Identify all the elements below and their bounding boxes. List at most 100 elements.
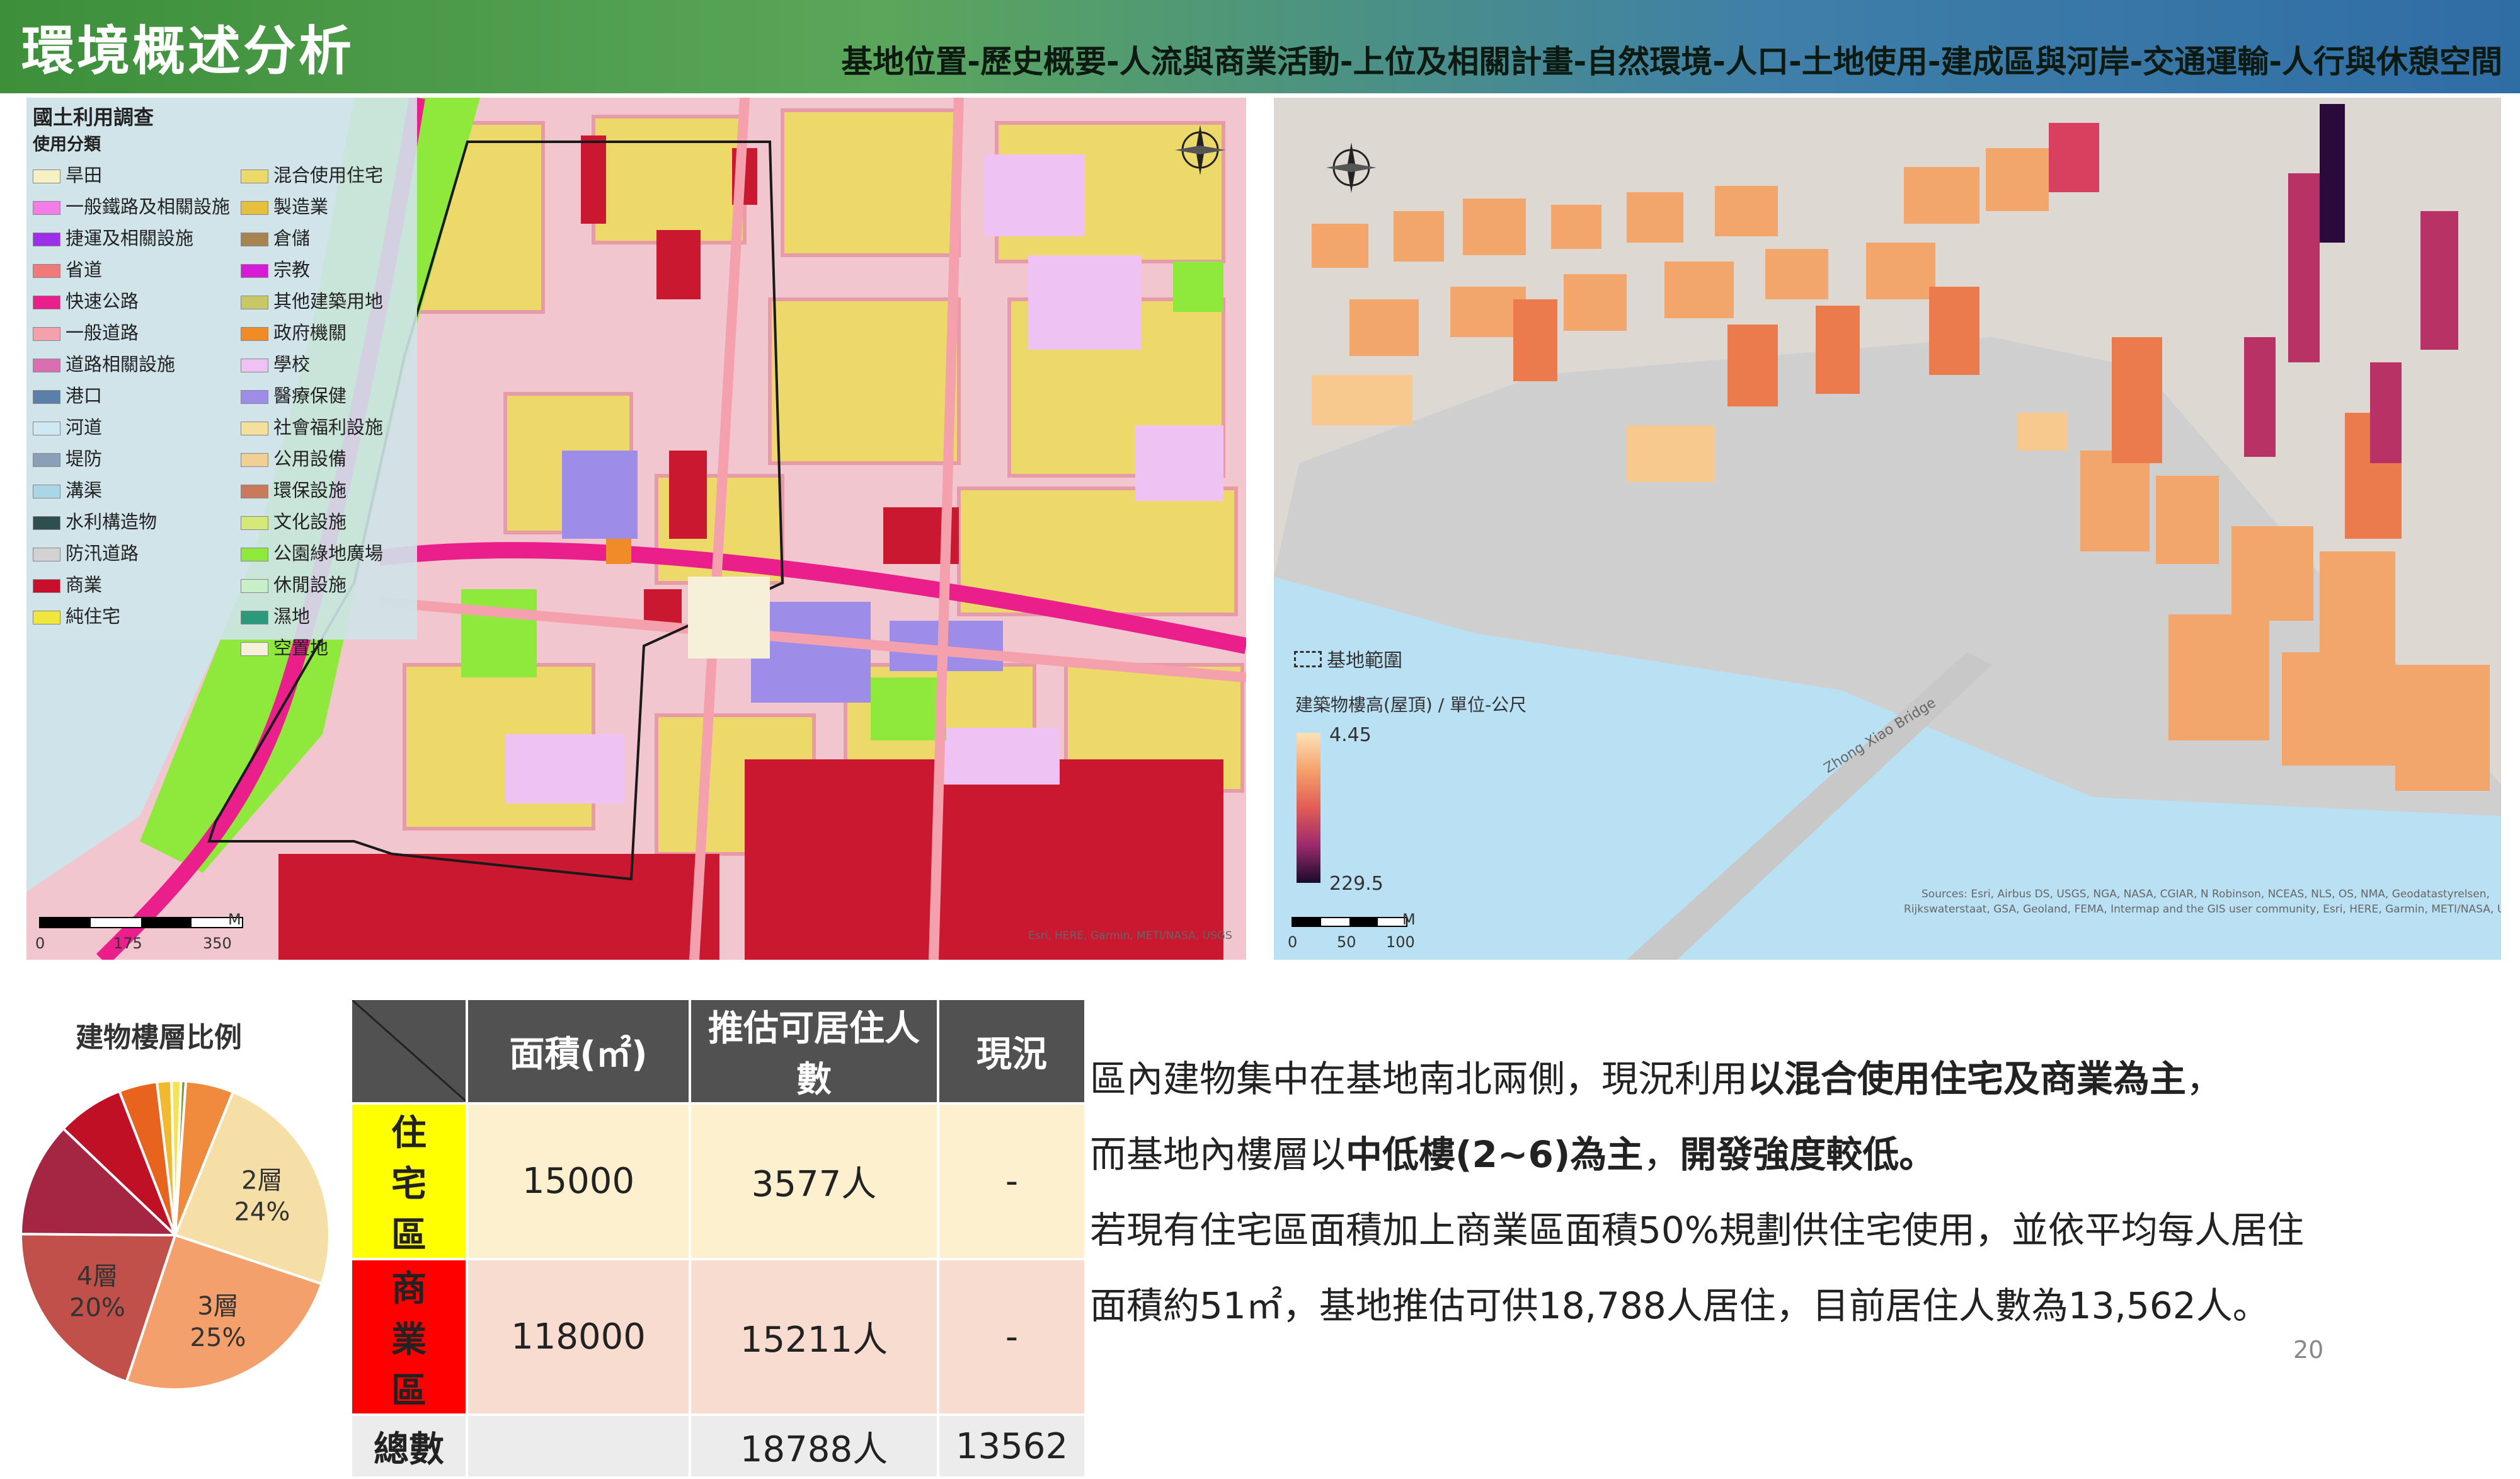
legend-swatch-icon <box>33 390 60 404</box>
land-use-map: 國土利用調查 使用分類 旱田 一般鐵路及相關設施 捷運及相關設施 省道 快速公路 一般道路… <box>26 98 1246 960</box>
row-label-total: 總數 <box>350 1413 468 1479</box>
legend-item: 捷運及相關設施 <box>33 224 193 250</box>
legend-swatch-icon <box>241 264 268 278</box>
legend-item: 商業 <box>33 570 102 597</box>
legend-item: 公用設備 <box>241 444 346 471</box>
legend-label: 學校 <box>273 354 311 375</box>
legend-swatch-icon <box>33 264 60 278</box>
legend-label: 混合使用住宅 <box>273 164 384 186</box>
legend-label: 堤防 <box>66 448 103 469</box>
pie-slice-label: 2層 <box>241 1166 282 1195</box>
legend-item: 一般道路 <box>33 318 139 345</box>
legend-swatch-icon <box>241 611 268 624</box>
table-header-area: 面積(㎡) <box>466 998 691 1105</box>
pie-slice <box>19 1127 179 1237</box>
legend-swatch-icon <box>241 579 268 593</box>
legend-panel: 國土利用調查 使用分類 旱田 一般鐵路及相關設施 捷運及相關設施 省道 快速公路 一般道路… <box>26 98 417 659</box>
desc-text: ， <box>1643 1133 1680 1176</box>
legend-label: 省道 <box>66 259 103 280</box>
legend-item: 公園綠地廣場 <box>241 539 383 565</box>
legend-swatch-icon <box>241 233 268 246</box>
legend-swatch-icon <box>241 296 268 309</box>
legend-label: 公用設備 <box>273 448 347 469</box>
legend-item: 一般鐵路及相關設施 <box>33 192 230 219</box>
legend-item: 製造業 <box>241 192 328 219</box>
legend-item: 防汛道路 <box>33 539 139 565</box>
legend-swatch-icon <box>33 233 60 246</box>
legend-boundary-label: 基地範圍 <box>1327 650 1402 672</box>
boundary-legend-icon <box>1294 651 1322 667</box>
legend-swatch-icon <box>241 453 268 467</box>
map-attribution-1: Sources: Esri, Airbus DS, USGS, NGA, NAS… <box>1922 888 2490 901</box>
map-attribution: Esri, HERE, Garmin, METI/NASA, USGS <box>1028 929 1232 942</box>
description-line-2: 而基地內樓層以中低樓(2~6)為主，開發強度較低。 <box>1090 1125 1935 1178</box>
legend-swatch-icon <box>241 485 268 498</box>
legend-label: 醫療保健 <box>273 385 347 406</box>
pie-slice <box>61 1089 176 1236</box>
legend-label: 旱田 <box>66 164 103 186</box>
legend-min: 4.45 <box>1329 724 1372 746</box>
legend-swatch-icon <box>33 422 60 435</box>
legend-label: 文化設施 <box>273 511 347 532</box>
table-header-current: 現況 <box>937 998 1087 1105</box>
legend-item: 倉儲 <box>241 224 310 250</box>
legend-swatch-icon <box>33 453 60 467</box>
legend-swatch-icon <box>241 201 268 215</box>
legend-label: 公園綠地廣場 <box>273 543 384 564</box>
legend-label: 水利構造物 <box>66 511 158 532</box>
table-header-row: 面積(㎡) 推估可居住人數 現況 <box>350 998 1087 1105</box>
legend-item: 休閒設施 <box>241 570 346 597</box>
scale-tick-2: 350 <box>203 935 232 952</box>
population-table: 面積(㎡) 推估可居住人數 現況 住宅區 15000 3577人 - 商業區 1… <box>350 998 1087 1479</box>
pie-slice-value: 25% <box>190 1323 246 1352</box>
desc-text: ， <box>2186 1057 2223 1100</box>
legend-item: 溝渠 <box>33 476 102 502</box>
description-line-4: 面積約51㎡，基地推估可供18,788人居住，目前居住人數為13,562人。 <box>1090 1284 2269 1327</box>
legend-label: 捷運及相關設施 <box>66 227 194 249</box>
legend-swatch-icon <box>33 548 60 561</box>
legend-swatch-icon <box>33 296 60 309</box>
page-number: 20 <box>2293 1336 2324 1364</box>
legend-label: 防汛道路 <box>66 543 139 564</box>
scale-bar <box>1292 917 1407 927</box>
row-area: 118000 <box>466 1258 691 1416</box>
legend-label: 倉儲 <box>273 227 311 249</box>
legend-item: 空置地 <box>241 633 328 660</box>
legend-swatch-icon <box>241 642 268 656</box>
table-row: 總數 18788人 13562 <box>350 1413 1087 1479</box>
diagonal-line-icon <box>352 1000 466 1101</box>
table-header-capacity: 推估可居住人數 <box>689 998 939 1105</box>
legend-item: 醫療保健 <box>241 381 346 408</box>
legend-item: 快速公路 <box>33 287 139 313</box>
pie-title: 建物樓層比例 <box>76 1021 242 1054</box>
description-line-3: 若現有住宅區面積加上商業區面積50%規劃供住宅使用，並依平均每人居住 <box>1090 1209 2304 1252</box>
row-current: - <box>937 1102 1087 1260</box>
table-row: 住宅區 15000 3577人 - <box>350 1102 1087 1260</box>
legend-swatch-icon <box>33 359 60 372</box>
legend-item: 堤防 <box>33 444 102 471</box>
legend-item: 省道 <box>33 255 102 282</box>
legend-label: 純住宅 <box>66 606 121 627</box>
legend-swatch-icon <box>241 516 268 530</box>
legend-label: 一般鐵路及相關設施 <box>66 196 231 217</box>
legend-swatch-icon <box>33 579 60 593</box>
legend-label: 休閒設施 <box>273 574 347 596</box>
legend-label: 快速公路 <box>66 291 139 312</box>
legend-item: 道路相關設施 <box>33 350 175 376</box>
legend-item: 河道 <box>33 413 102 439</box>
legend-swatch-icon <box>241 359 268 372</box>
pie-slice-value: 20% <box>69 1293 125 1322</box>
row-area: 15000 <box>466 1102 691 1260</box>
legend-item: 旱田 <box>33 161 102 187</box>
row-current: - <box>937 1258 1087 1416</box>
scale-tick-0: 0 <box>1288 933 1298 951</box>
legend-swatch-icon <box>33 611 60 624</box>
desc-text: 而基地內樓層以 <box>1090 1133 1346 1176</box>
pie-slice <box>174 1079 235 1236</box>
scale-tick-2: 100 <box>1386 933 1415 951</box>
row-label-commercial: 商業區 <box>350 1258 468 1416</box>
legend-item: 水利構造物 <box>33 507 157 534</box>
breadcrumb: 基地位置-歷史概要-人流與商業活動-上位及相關計畫-自然環境-人口-土地使用-建… <box>841 43 2502 80</box>
legend-item: 政府機關 <box>241 318 346 345</box>
